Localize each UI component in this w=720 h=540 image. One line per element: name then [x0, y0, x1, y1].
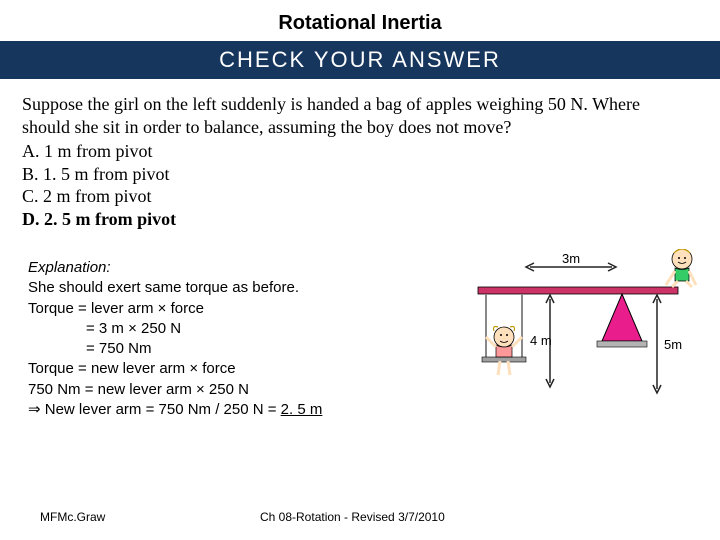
banner: CHECK YOUR ANSWER	[0, 41, 720, 79]
question-text: Suppose the girl on the left suddenly is…	[22, 93, 682, 138]
footer: MFMc.Graw Ch 08-Rotation - Revised 3/7/2…	[0, 510, 720, 524]
footer-center: Ch 08-Rotation - Revised 3/7/2010	[260, 510, 445, 524]
option-c: C. 2 m from pivot	[22, 185, 698, 208]
option-b: B. 1. 5 m from pivot	[22, 163, 698, 186]
option-d: D. 2. 5 m from pivot	[22, 208, 698, 231]
label-4m: 4 m	[530, 333, 552, 348]
seesaw-diagram: 3m	[472, 249, 702, 409]
page-title: Rotational Inertia	[0, 12, 720, 35]
footer-left: MFMc.Graw	[40, 510, 105, 524]
options-block: A. 1 m from pivot B. 1. 5 m from pivot C…	[22, 140, 698, 230]
option-a: A. 1 m from pivot	[22, 140, 698, 163]
label-3m: 3m	[562, 251, 580, 266]
label-5m: 5m	[664, 337, 682, 352]
